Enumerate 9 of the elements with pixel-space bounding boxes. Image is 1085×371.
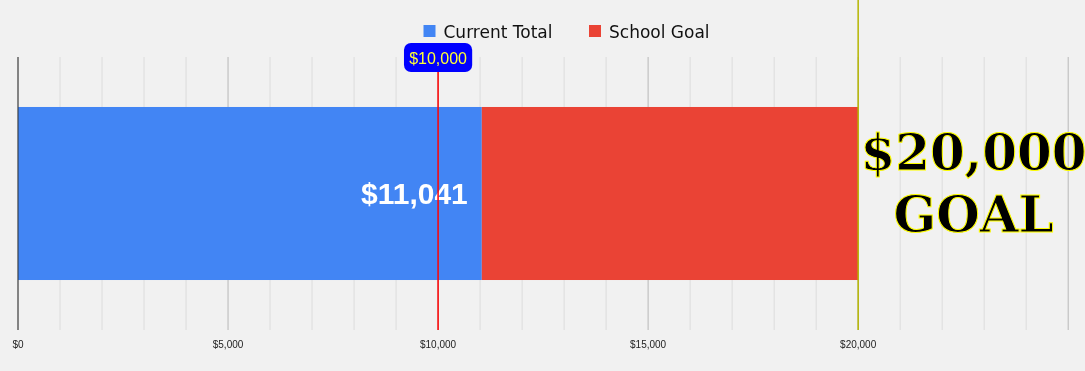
x-tick-label: $15,000: [630, 339, 667, 350]
legend-label: Current Total: [443, 22, 553, 42]
x-tick-label: $20,000: [840, 339, 877, 350]
x-tick-label: $10,000: [420, 339, 457, 350]
legend-label: School Goal: [609, 22, 710, 42]
ref-line-label: $10,000: [409, 49, 468, 67]
x-tick-label: $0: [12, 339, 24, 350]
ref-line-label: $20,000 GOAL: [860, 123, 1085, 244]
x-tick-label: $5,000: [212, 339, 244, 350]
